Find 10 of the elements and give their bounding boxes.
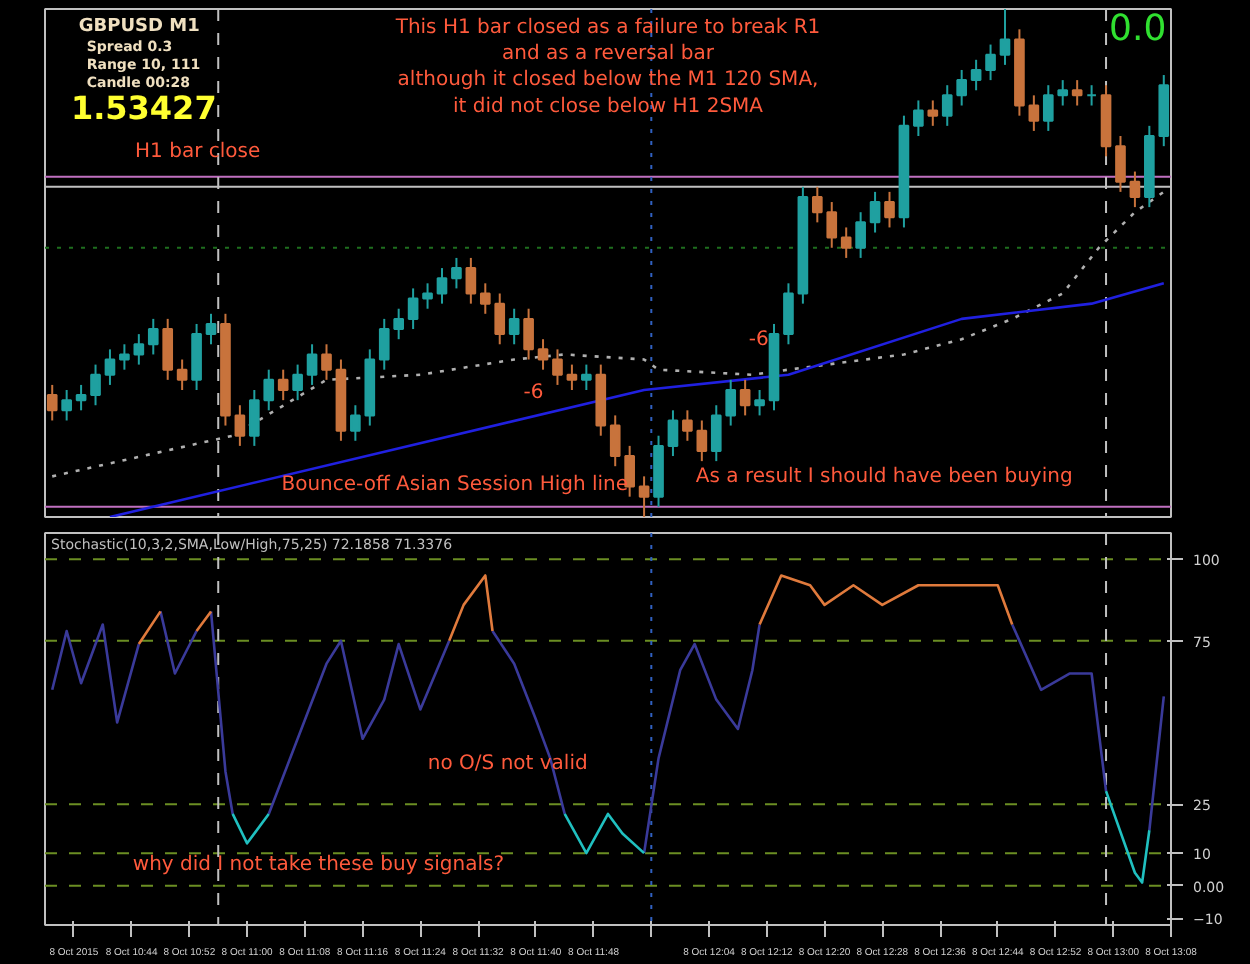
annotation: Bounce-off Asian Session High line — [281, 473, 629, 496]
annotation: As a result I should have been buying — [695, 466, 1073, 489]
annotation: -6 — [523, 382, 544, 405]
annotation: 1.53427 — [70, 89, 217, 128]
annotation: This H1 bar closed as a failure to break R1 and as a reversal bar although it closed below the M1 120 SMA, it did not close below H1 2SMA — [393, 16, 821, 118]
annotation: -6 — [748, 329, 769, 352]
annotation: GBPUSD M1 — [78, 16, 200, 37]
annotation: 0.0 — [1109, 7, 1167, 50]
annotation: why did I not take these buy signals? — [132, 854, 505, 877]
annotation: H1 bar close — [135, 141, 261, 164]
